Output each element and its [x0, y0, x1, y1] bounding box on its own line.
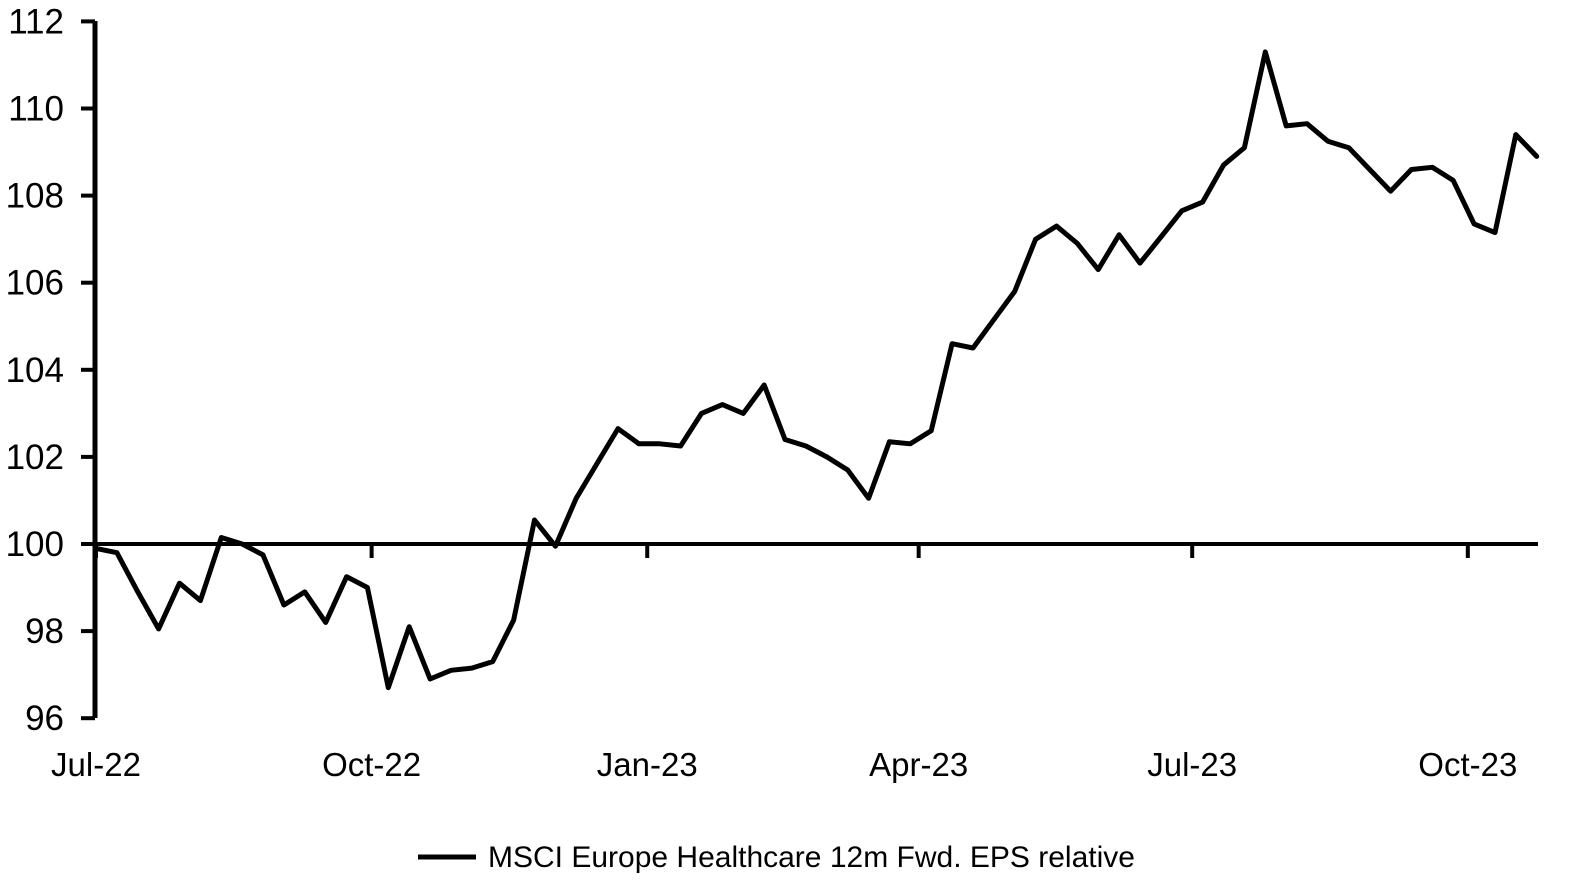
y-tick-label: 104	[6, 351, 64, 390]
x-tick-label: Oct-22	[322, 746, 421, 783]
y-tick-label: 96	[25, 699, 64, 738]
y-tick-label: 108	[6, 177, 64, 216]
y-tick-label: 98	[25, 612, 64, 651]
legend: MSCI Europe Healthcare 12m Fwd. EPS rela…	[418, 841, 1135, 874]
y-tick-label: 100	[6, 525, 64, 564]
y-tick-label: 106	[6, 264, 64, 303]
x-tick-label: Oct-23	[1418, 746, 1517, 783]
y-tick-label: 102	[6, 438, 64, 477]
series-line-msci-europe-healthcare	[93, 49, 1540, 691]
x-tick-label: Jul-23	[1147, 746, 1237, 783]
legend-label: MSCI Europe Healthcare 12m Fwd. EPS rela…	[488, 841, 1135, 874]
y-axis: 96 98 100 102 104 106 108 110 112	[6, 2, 95, 738]
y-tick-label: 110	[8, 90, 64, 129]
x-tick-label: Apr-23	[869, 746, 968, 783]
y-tick-label: 112	[8, 2, 64, 41]
x-tick-label: Jul-22	[51, 746, 141, 783]
x-axis: Jul-22 Oct-22 Jan-23 Apr-23 Jul-23 Oct-23	[51, 544, 1517, 783]
x-tick-label: Jan-23	[597, 746, 698, 783]
